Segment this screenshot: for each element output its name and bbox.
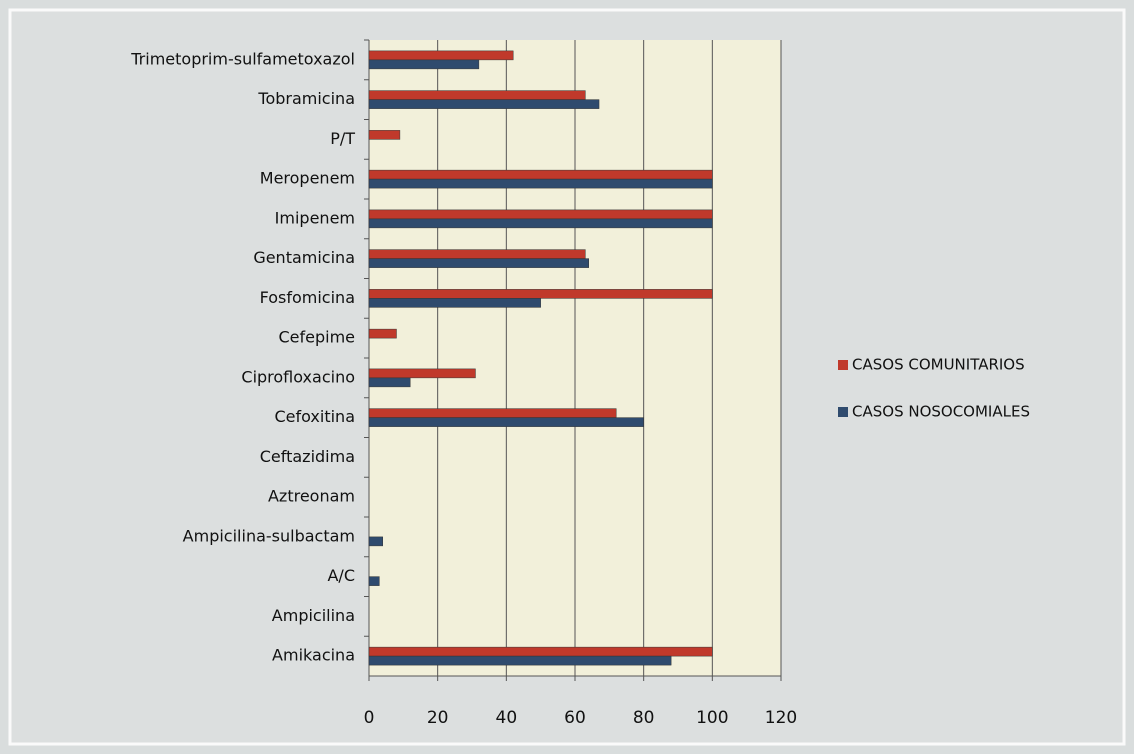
y-tick-label: Ciprofloxacino [241,367,355,386]
y-tick-label: Fosfomicina [260,288,355,307]
bar [368,258,589,268]
y-tick-label: Cefoxitina [274,407,355,426]
bar [368,368,476,379]
legend-swatch [838,407,848,417]
x-tick-label: 40 [496,708,518,728]
bar [368,328,397,339]
bar [368,249,586,259]
y-tick-label: Imipenem [275,208,355,227]
bar [368,59,480,70]
y-tick-label: Tobramicina [257,89,355,108]
y-tick-label: Gentamicina [253,248,355,267]
x-tick-label: 20 [427,708,449,728]
legend-label: CASOS COMUNITARIOS [852,356,1025,374]
x-tick-label: 60 [564,708,586,728]
bar [368,50,514,61]
x-tick-label: 0 [364,708,375,728]
x-tick-label: 120 [765,708,797,728]
bar [368,377,411,388]
bar [368,130,401,140]
y-tick-label: Aztreonam [268,487,355,506]
bar [368,646,713,657]
y-tick-label: Trimetoprim-sulfametoxazol [130,49,355,68]
y-tick-label: A/C [327,566,355,585]
y-tick-label: Ampicilina [272,606,355,625]
legend-swatch [838,360,848,370]
bar [368,408,617,418]
bar [368,289,713,299]
bar [368,178,713,189]
bar [368,169,713,180]
bar [368,298,541,308]
bar [368,655,672,666]
bar [368,90,586,100]
bar [368,99,600,109]
y-tick-label: Cefepime [278,328,355,347]
y-tick-label: P/T [330,129,355,148]
legend-label: CASOS NOSOCOMIALES [852,403,1030,421]
y-tick-label: Ampicilina-sulbactam [183,526,355,545]
x-tick-label: 80 [633,708,655,728]
bar [368,209,713,220]
bar [368,536,383,547]
y-tick-label: Amikacina [272,646,355,665]
y-tick-label: Ceftazidima [260,447,355,466]
x-tick-label: 100 [696,708,728,728]
y-tick-label: Meropenem [260,169,355,188]
bar [368,218,713,229]
bar [368,417,644,427]
bar [368,576,380,586]
